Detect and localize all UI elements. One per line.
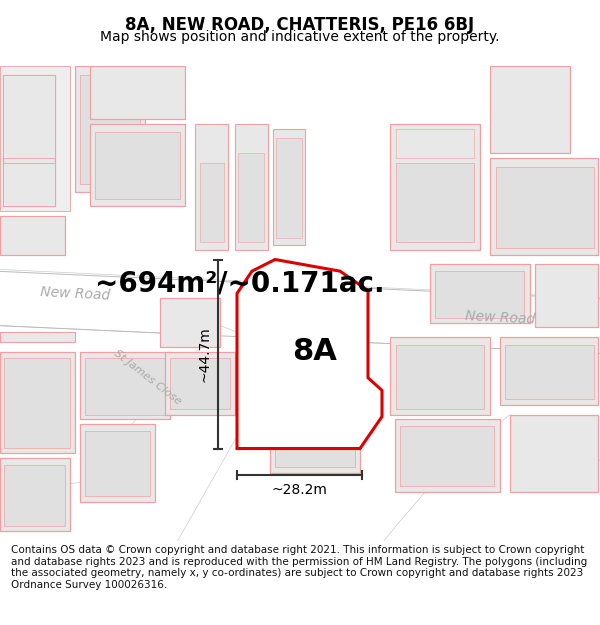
- Polygon shape: [3, 76, 55, 206]
- Polygon shape: [500, 337, 598, 405]
- Polygon shape: [255, 291, 290, 436]
- Polygon shape: [95, 131, 180, 199]
- Polygon shape: [90, 66, 185, 119]
- Text: New Road: New Road: [275, 294, 346, 312]
- Text: New Road: New Road: [40, 284, 110, 302]
- Polygon shape: [238, 153, 264, 242]
- Polygon shape: [396, 345, 484, 409]
- Polygon shape: [80, 76, 140, 184]
- Text: ~44.7m: ~44.7m: [197, 326, 211, 382]
- Polygon shape: [85, 431, 150, 496]
- Polygon shape: [505, 345, 594, 399]
- Polygon shape: [275, 368, 355, 467]
- Polygon shape: [270, 361, 360, 472]
- Polygon shape: [75, 66, 145, 192]
- Polygon shape: [200, 162, 224, 242]
- Polygon shape: [4, 465, 65, 526]
- Polygon shape: [396, 162, 474, 242]
- Polygon shape: [535, 264, 598, 328]
- Polygon shape: [390, 337, 490, 414]
- Polygon shape: [276, 138, 302, 238]
- Polygon shape: [400, 426, 494, 486]
- Text: 8A: 8A: [293, 337, 337, 366]
- Polygon shape: [380, 414, 600, 546]
- Polygon shape: [170, 358, 230, 409]
- Polygon shape: [510, 414, 598, 492]
- Polygon shape: [435, 271, 524, 318]
- Polygon shape: [0, 269, 600, 354]
- Polygon shape: [195, 124, 228, 250]
- Polygon shape: [4, 358, 70, 447]
- Polygon shape: [160, 298, 220, 347]
- Text: 8A, NEW ROAD, CHATTERIS, PE16 6BJ: 8A, NEW ROAD, CHATTERIS, PE16 6BJ: [125, 16, 475, 34]
- Polygon shape: [490, 66, 570, 153]
- Polygon shape: [3, 162, 55, 206]
- Text: St James Close: St James Close: [112, 349, 184, 407]
- Polygon shape: [395, 419, 500, 492]
- Polygon shape: [496, 168, 594, 248]
- Polygon shape: [90, 124, 185, 206]
- Polygon shape: [235, 124, 268, 250]
- Polygon shape: [80, 424, 155, 502]
- Polygon shape: [0, 66, 70, 211]
- Polygon shape: [0, 332, 75, 342]
- Polygon shape: [0, 352, 75, 453]
- Polygon shape: [273, 129, 305, 245]
- Polygon shape: [80, 352, 170, 419]
- Polygon shape: [390, 124, 480, 250]
- Polygon shape: [490, 158, 598, 254]
- Text: Contains OS data © Crown copyright and database right 2021. This information is : Contains OS data © Crown copyright and d…: [11, 545, 587, 590]
- Text: Map shows position and indicative extent of the property.: Map shows position and indicative extent…: [100, 30, 500, 44]
- Polygon shape: [396, 129, 474, 158]
- Polygon shape: [165, 352, 235, 414]
- Polygon shape: [252, 287, 358, 439]
- Text: ~694m²/~0.171ac.: ~694m²/~0.171ac.: [95, 270, 385, 298]
- Polygon shape: [0, 326, 285, 546]
- Polygon shape: [0, 458, 70, 531]
- Text: ~28.2m: ~28.2m: [272, 483, 328, 498]
- Polygon shape: [237, 259, 382, 449]
- Text: New Road: New Road: [464, 309, 535, 326]
- Polygon shape: [430, 264, 530, 322]
- Polygon shape: [0, 216, 65, 254]
- Polygon shape: [85, 358, 165, 414]
- Polygon shape: [3, 76, 55, 158]
